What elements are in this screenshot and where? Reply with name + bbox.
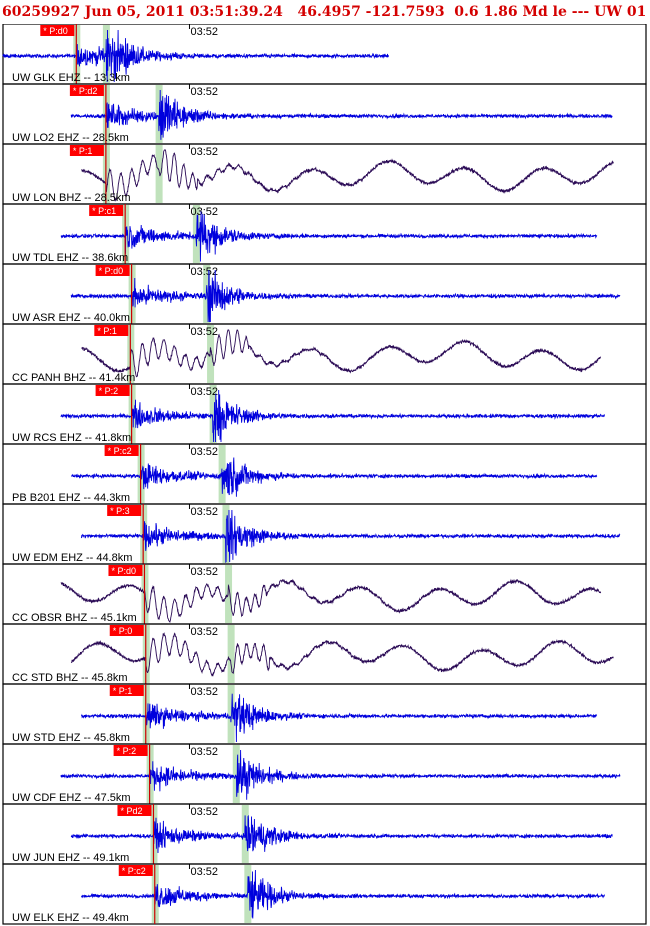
event-title: 60259927 Jun 05, 2011 03:51:39.24 46.495… xyxy=(2,4,650,20)
waveform xyxy=(80,509,621,564)
pick-flag[interactable] xyxy=(104,445,139,456)
pick-label: * P:d0 xyxy=(43,26,68,36)
pick-label: * P:1 xyxy=(97,326,117,336)
pick-label: * P:1 xyxy=(113,686,133,696)
pick-label: * P:2 xyxy=(99,386,119,396)
pick-label: * P:d0 xyxy=(99,266,124,276)
station-label: CC STD BHZ -- 45.8km xyxy=(12,672,128,684)
station-label: UW STD EHZ -- 45.8km xyxy=(12,732,130,744)
pick-flag[interactable] xyxy=(118,865,153,876)
trace-row: 03:52 * P:3 UW EDM EHZ -- 44.8km xyxy=(2,503,647,565)
s-window-band xyxy=(227,625,235,683)
pick-label: * P:c2 xyxy=(108,446,132,456)
time-tick-label: 03:52 xyxy=(190,146,218,158)
time-tick-label: 03:52 xyxy=(190,326,218,338)
s-window-band xyxy=(209,385,217,443)
trace-row: 03:52 * P:1 CC PANH BHZ -- 41.4km xyxy=(2,323,647,385)
trace-row: 03:52 * P:c2 PB B201 EHZ -- 44.3km xyxy=(2,443,647,505)
waveform xyxy=(2,29,389,83)
trace-frame xyxy=(2,863,647,925)
pick-flag[interactable] xyxy=(113,745,148,756)
trace-row: 03:52 * P:d0 UW ASR EHZ -- 40.0km xyxy=(2,263,647,325)
pick-flag[interactable] xyxy=(94,325,129,336)
trace-row: 03:52 * P:d0 CC OBSR BHZ -- 45.1km xyxy=(2,563,647,625)
pick-label: * P:d2 xyxy=(73,86,98,96)
station-label: UW CDF EHZ -- 47.5km xyxy=(12,792,131,804)
time-tick-label: 03:52 xyxy=(190,506,218,518)
station-label: UW GLK EHZ -- 13.3km xyxy=(12,72,130,84)
pick-label: * P:d0 xyxy=(111,566,136,576)
pick-flag[interactable] xyxy=(40,25,75,36)
time-tick-label: 03:52 xyxy=(190,266,218,278)
time-tick-label: 03:52 xyxy=(190,686,218,698)
trace-row: 03:52 * P:c2 UW ELK EHZ -- 49.4km xyxy=(2,863,647,925)
waveform xyxy=(71,457,598,497)
pick-label: * P:2 xyxy=(117,746,137,756)
station-label: CC OBSR BHZ -- 45.1km xyxy=(12,612,137,624)
waveform xyxy=(70,269,621,323)
waveform xyxy=(81,149,614,202)
pick-flag[interactable] xyxy=(95,265,130,276)
pick-flag[interactable] xyxy=(69,85,104,96)
pick-flag[interactable] xyxy=(89,205,124,216)
waveform xyxy=(60,389,605,443)
station-label: UW TDL EHZ -- 38.6km xyxy=(12,252,128,264)
station-label: UW ELK EHZ -- 49.4km xyxy=(12,912,129,924)
pick-flag[interactable] xyxy=(117,805,152,816)
time-tick-label: 03:52 xyxy=(190,566,218,578)
pick-flag[interactable] xyxy=(109,685,144,696)
time-tick-label: 03:52 xyxy=(190,866,218,878)
s-window-band xyxy=(155,145,163,203)
trace-row: 03:52 * Pd2 UW JUN EHZ -- 49.1km xyxy=(2,803,647,865)
trace-row: 03:52 * P:d0 UW GLK EHZ -- 13.3km xyxy=(2,24,647,85)
station-label: CC PANH BHZ -- 41.4km xyxy=(12,372,135,384)
waveform xyxy=(80,693,598,743)
trace-row: 03:52 * P:2 UW RCS EHZ -- 41.8km xyxy=(2,383,647,445)
trace-row: 03:52 * P:1 UW STD EHZ -- 45.8km xyxy=(2,683,647,745)
waveform xyxy=(80,869,605,919)
s-window-band xyxy=(232,745,240,803)
pick-flag[interactable] xyxy=(109,625,144,636)
trace-row: 03:52 * P:0 CC STD BHZ -- 45.8km xyxy=(2,623,647,685)
time-tick-label: 03:52 xyxy=(190,446,218,458)
waveform xyxy=(60,578,602,623)
waveform xyxy=(70,814,613,854)
pick-flag[interactable] xyxy=(107,505,142,516)
time-tick-label: 03:52 xyxy=(190,26,218,38)
trace-row: 03:52 * P:2 UW CDF EHZ -- 47.5km xyxy=(2,743,647,805)
pick-label: * P:c2 xyxy=(122,866,146,876)
time-tick-label: 03:52 xyxy=(190,86,218,98)
pick-label: * P:c1 xyxy=(92,206,116,216)
waveform xyxy=(81,329,602,378)
time-tick-label: 03:52 xyxy=(190,386,218,398)
s-window-band xyxy=(227,685,235,743)
waveform xyxy=(70,632,614,677)
trace-row: 03:52 * P:1 UW LON BHZ -- 28.5km xyxy=(2,143,647,205)
waveform xyxy=(70,89,613,140)
station-label: UW ASR EHZ -- 40.0km xyxy=(12,312,130,324)
station-label: PB B201 EHZ -- 44.3km xyxy=(12,492,130,504)
pick-flag[interactable] xyxy=(69,145,104,156)
seismogram-panel: 03:52 * P:d0 UW GLK EHZ -- 13.3km 03:52 * P:… xyxy=(2,24,647,925)
pick-label: * P:3 xyxy=(110,506,130,516)
pick-flag[interactable] xyxy=(108,565,143,576)
station-label: UW RCS EHZ -- 41.8km xyxy=(12,432,131,444)
trace-row: 03:52 * P:d2 UW LO2 EHZ -- 28.5km xyxy=(2,83,647,145)
pick-label: * P:1 xyxy=(73,146,93,156)
station-label: UW LON BHZ -- 28.5km xyxy=(12,192,131,204)
time-tick-label: 03:52 xyxy=(190,626,218,638)
time-tick-label: 03:52 xyxy=(190,746,218,758)
station-label: UW JUN EHZ -- 49.1km xyxy=(12,852,129,864)
pick-label: * Pd2 xyxy=(120,806,142,816)
station-label: UW EDM EHZ -- 44.8km xyxy=(12,552,132,564)
waveform xyxy=(60,211,598,262)
station-label: UW LO2 EHZ -- 28.5km xyxy=(12,132,129,144)
waveform xyxy=(60,749,621,800)
s-window-band xyxy=(225,565,233,623)
pick-flag[interactable] xyxy=(95,385,130,396)
pick-label: * P:0 xyxy=(113,626,133,636)
time-tick-label: 03:52 xyxy=(190,806,218,818)
event-header: 60259927 Jun 05, 2011 03:51:39.24 46.495… xyxy=(0,0,650,24)
